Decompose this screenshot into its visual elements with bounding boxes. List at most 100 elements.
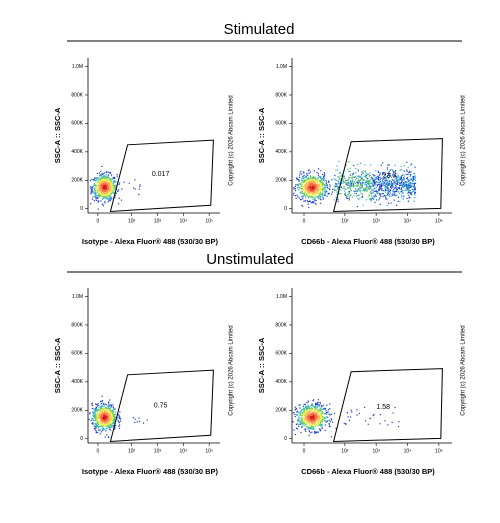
event-dot: [322, 197, 324, 199]
event-dot: [117, 417, 119, 419]
event-dot: [302, 411, 304, 413]
event-dot: [294, 195, 297, 197]
event-dot: [339, 172, 341, 174]
event-dot: [308, 180, 310, 182]
event-dot: [353, 185, 355, 187]
event-dot: [315, 203, 317, 205]
event-dot: [314, 192, 316, 194]
event-dot: [394, 170, 397, 172]
event-dot: [357, 175, 359, 177]
event-dot: [96, 197, 98, 199]
event-dot: [114, 408, 116, 410]
event-dot: [89, 179, 92, 182]
event-dot: [399, 201, 401, 203]
event-dot: [357, 184, 359, 186]
event-dot: [324, 189, 327, 191]
event-dot: [334, 190, 336, 192]
event-dot: [402, 177, 405, 179]
event-dot: [305, 188, 307, 190]
event-dot: [93, 419, 95, 422]
event-dot: [393, 190, 395, 193]
event-dot: [345, 195, 348, 197]
event-dot: [302, 181, 304, 183]
event-dot: [360, 184, 362, 186]
event-dot: [304, 420, 306, 422]
event-dot: [103, 416, 106, 418]
event-dot: [314, 199, 316, 201]
event-dot: [98, 192, 100, 195]
event-dot: [98, 191, 101, 194]
event-dot: [310, 186, 312, 188]
event-dot: [318, 421, 320, 424]
event-dot: [111, 413, 113, 415]
event-dot: [314, 428, 316, 430]
event-dot: [134, 418, 136, 420]
event-dot: [328, 419, 330, 421]
event-dot: [299, 411, 301, 413]
event-dot: [98, 189, 100, 191]
event-dot: [393, 181, 395, 183]
event-dot: [355, 190, 357, 193]
event-dot: [108, 407, 110, 409]
event-dot: [405, 189, 407, 192]
event-dot: [392, 194, 394, 196]
event-dot: [119, 418, 122, 420]
event-dot: [334, 187, 336, 189]
event-dot: [394, 190, 396, 193]
event-dot: [400, 165, 402, 168]
event-dot: [387, 184, 389, 186]
event-dot: [311, 177, 313, 180]
event-dot: [294, 188, 296, 190]
event-dot: [362, 181, 364, 183]
event-dot: [396, 181, 398, 183]
event-dot: [314, 177, 316, 179]
event-dot: [109, 196, 112, 198]
event-dot: [386, 182, 388, 184]
event-dot: [311, 412, 314, 414]
event-dot: [354, 175, 357, 178]
event-dot: [343, 422, 345, 424]
event-dot: [309, 181, 311, 183]
event-dot: [108, 194, 110, 196]
event-dot: [320, 189, 322, 192]
event-dot: [110, 185, 113, 187]
event-dot: [300, 184, 302, 186]
event-dot: [305, 192, 307, 194]
event-dot: [92, 423, 94, 425]
event-dot: [298, 179, 300, 181]
event-dot: [320, 420, 323, 422]
gate-value: 1.58: [376, 404, 390, 411]
y-tick-label: 1.0M: [276, 64, 287, 70]
event-dot: [104, 178, 106, 181]
event-dot: [108, 402, 110, 404]
event-dot: [90, 192, 92, 194]
event-dot: [348, 197, 350, 199]
event-dot: [368, 174, 370, 176]
event-dot: [104, 195, 107, 198]
event-dot: [102, 205, 105, 207]
event-dot: [301, 204, 303, 207]
event-dot: [304, 412, 306, 414]
event-dot: [321, 406, 323, 408]
event-dot: [95, 198, 97, 200]
event-dot: [369, 185, 371, 187]
event-dot: [316, 179, 318, 182]
event-dot: [395, 185, 397, 187]
event-dot: [296, 410, 299, 412]
event-dot: [349, 170, 351, 172]
event-dot: [110, 174, 113, 176]
event-dot: [321, 411, 323, 413]
event-dot: [316, 188, 318, 190]
event-dot: [308, 194, 311, 197]
event-dot: [98, 180, 100, 182]
event-dot: [321, 189, 323, 191]
event-dot: [395, 187, 397, 189]
event-dot: [311, 197, 313, 199]
event-dot: [317, 192, 319, 195]
event-dot: [303, 422, 306, 424]
event-dot: [398, 181, 401, 184]
event-dot: [95, 192, 97, 194]
event-dot: [99, 195, 101, 197]
event-dot: [109, 172, 112, 174]
event-dot: [365, 180, 367, 182]
